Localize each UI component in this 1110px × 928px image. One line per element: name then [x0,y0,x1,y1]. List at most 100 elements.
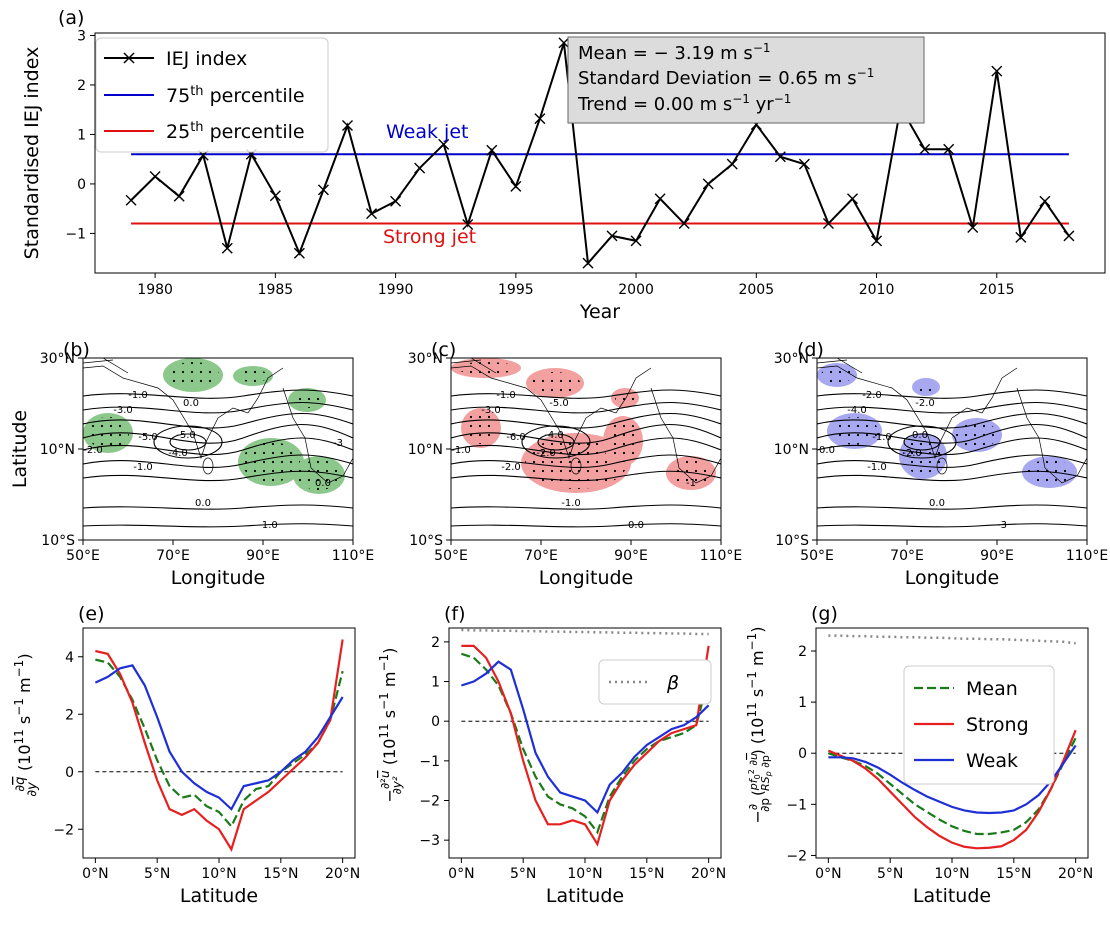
iej-marker [822,218,834,230]
y-tick-label: 1 [77,127,86,143]
x-tick-label: 1980 [137,282,173,298]
x-tick-label: 2015 [979,282,1015,298]
sri-lanka-outline [570,457,582,475]
iej-marker [967,221,979,233]
contour-label: -4.0 [847,405,867,416]
contour-label: -5.0 [549,398,569,409]
legend-index-label: IEJ index [166,48,247,70]
legend-p75-label: 75th percentile [166,84,305,107]
contour-label: -5.0 [176,430,196,441]
contour-line [817,454,1087,468]
contour-inner [903,433,941,451]
panel-label: (e) [78,603,105,625]
panel-label: (g) [811,603,838,625]
strong-jet-label: Strong jet [383,226,476,248]
map-ylabel: Latitude [9,410,31,488]
contour-label: 0.0 [628,520,644,531]
contour-line [83,389,353,399]
map-panel-c: (c) -1.0 -3.0 -5.0 -6.0 -4.0 -2.0 -1.0 -2.0 -1.0 0… [408,339,743,589]
x-tick-label: 110°E [332,548,375,564]
panel-g-ylabel: −∂∂p(pf02 ∂uRSp ∂p) (1011 s−1 m−1) [745,627,773,824]
legend-x-marker [123,52,135,64]
y-tick-label: −2 [419,794,440,810]
coastline-arabia [451,358,497,374]
contour-line [83,413,353,429]
stippling [831,417,878,445]
contour-label: -3 [997,520,1007,531]
stats-box [567,36,925,124]
contour-line [451,389,721,399]
contour-closed [887,425,957,459]
iej-marker [293,247,305,259]
sri-lanka-outline [936,457,948,475]
y-tick-label: 2 [65,707,74,723]
latitude-profile-panels: (e)0°N 5°N 10°N 15°N 20°N−2024Latitude(f)0°N… [53,603,1093,907]
panel-xlabel: Latitude [546,885,624,907]
series-mean [95,658,344,829]
iej-marker [317,184,329,196]
y-tick-label: 1 [431,675,440,691]
stippling [821,367,853,383]
y-tick-label: 10°S [775,533,809,549]
panel-a-frame [94,32,1106,274]
iej-marker [173,190,185,202]
line-panel-g: (g) 0°N 5°N 10°N 15°N 20°N −2 −1 0 1 2 Latitude Mean… [786,603,1093,907]
x-tick-label: 2000 [618,282,654,298]
panel-a-y-ticks: −1 0 1 2 3 [65,28,95,242]
series-beta [828,634,1076,645]
panel-f-legend: β [598,659,712,705]
panel-e-ylabel: ∂q∂y (1011 s−1 m−1) [12,653,40,796]
stippling [292,392,322,408]
x-tick-label: 10°N [201,866,236,882]
contour-line [451,437,721,456]
panel-a-xlabel: Year [579,301,620,323]
x-tick-label: 15°N [263,866,298,882]
stippling [167,362,219,388]
y-tick-label: 10°S [41,533,75,549]
sri-lanka-outline [202,457,214,475]
y-tick-label: −1 [65,226,86,242]
legend-label-mean: Mean [966,678,1018,700]
x-tick-label: 0°N [815,866,841,882]
contour-label: 0.0 [929,498,945,509]
contour-line [83,437,353,456]
panel-xlabel: Latitude [913,885,991,907]
stippling [530,372,580,394]
y-tick-label: 1 [798,695,807,711]
x-tick-label: 50°E [434,548,468,564]
svg-text:−∂²u∂y² (1011 s−1 m−1): −∂²u∂y² (1011 s−1 m−1) [377,648,404,803]
legend-label-weak: Weak [966,750,1018,772]
legend-beta-label: β [666,672,679,694]
contour-label: 0.0 [183,398,199,409]
contour-label: -1.0 [258,520,278,531]
iej-marker [149,171,161,182]
x-tick-label: 70°E [156,548,190,564]
y-tick-label: 2 [798,644,807,660]
x-tick-label: 5°N [144,866,170,882]
series-weak [461,660,710,815]
x-tick-label: 15°N [629,866,664,882]
iej-marker [438,138,450,150]
iej-marker [774,151,786,163]
x-tick-label: 10°N [567,866,602,882]
y-tick-label: 0 [65,765,74,781]
coastline [451,365,652,460]
y-tick-label: 0 [77,177,86,193]
iej-marker [847,193,858,205]
iej-marker [558,37,570,49]
contour-line [83,470,353,482]
y-tick-label: −1 [786,797,807,813]
iej-marker [582,257,594,269]
y-tick-label: −1 [419,754,440,770]
series-weak [94,664,344,811]
map-xlabel: Longitude [539,567,634,589]
y-tick-label: 3 [77,28,86,44]
contour-line [817,504,1087,510]
contour-label: -2.0 [501,462,521,473]
coastline-arabia [83,358,129,374]
stippling [465,412,497,444]
contour-inner [537,433,575,451]
map-panels: (b) -1.0 -3.0 0.0 -5.0 -5.0 -4.0 -2.0 -1.0 0.0 -1.… [9,339,1108,589]
map-xlabel: Longitude [171,567,266,589]
